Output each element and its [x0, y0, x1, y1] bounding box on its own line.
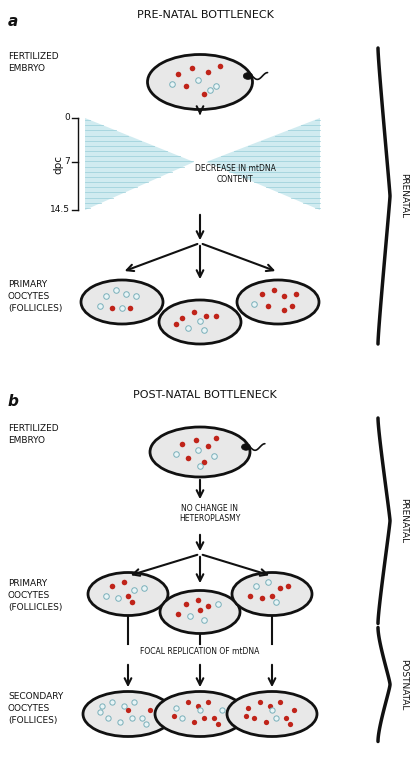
Ellipse shape: [83, 692, 173, 736]
Text: a: a: [8, 14, 18, 29]
Ellipse shape: [150, 427, 249, 477]
Ellipse shape: [147, 55, 252, 109]
Ellipse shape: [88, 573, 168, 615]
Ellipse shape: [226, 692, 316, 736]
Text: NO CHANGE IN
HETEROPLASMY: NO CHANGE IN HETEROPLASMY: [179, 504, 240, 524]
Text: 7: 7: [64, 157, 70, 167]
Text: 0: 0: [64, 113, 70, 123]
Text: FERTILIZED
EMBRYO: FERTILIZED EMBRYO: [8, 424, 59, 445]
Text: FERTILIZED
EMBRYO: FERTILIZED EMBRYO: [8, 52, 59, 72]
Text: dpc: dpc: [53, 154, 63, 173]
Ellipse shape: [231, 573, 311, 615]
Text: POST-NATAL BOTTLENECK: POST-NATAL BOTTLENECK: [133, 390, 276, 400]
Ellipse shape: [159, 591, 240, 634]
Text: PRIMARY
OOCYTES
(FOLLICLES): PRIMARY OOCYTES (FOLLICLES): [8, 579, 62, 611]
Polygon shape: [206, 118, 319, 210]
Ellipse shape: [159, 300, 240, 344]
Text: 14.5: 14.5: [50, 206, 70, 214]
Text: PRENATAL: PRENATAL: [399, 498, 408, 544]
Ellipse shape: [154, 692, 244, 736]
Ellipse shape: [236, 280, 318, 324]
Text: POSTNATAL: POSTNATAL: [399, 658, 408, 710]
Text: PRE-NATAL BOTTLENECK: PRE-NATAL BOTTLENECK: [136, 10, 273, 20]
Ellipse shape: [81, 280, 163, 324]
Text: FOCAL REPLICATION OF mtDNA: FOCAL REPLICATION OF mtDNA: [140, 647, 259, 656]
Text: SECONDARY
OOCYTES
(FOLLICES): SECONDARY OOCYTES (FOLLICES): [8, 692, 63, 725]
Ellipse shape: [241, 444, 250, 450]
Text: PRIMARY
OOCYTES
(FOLLICLES): PRIMARY OOCYTES (FOLLICLES): [8, 280, 62, 312]
Ellipse shape: [243, 72, 252, 79]
Polygon shape: [85, 118, 194, 210]
Text: PRENATAL: PRENATAL: [399, 173, 408, 218]
Text: DECREASE IN mtDNA
CONTENT: DECREASE IN mtDNA CONTENT: [194, 164, 275, 183]
Text: b: b: [8, 394, 19, 409]
